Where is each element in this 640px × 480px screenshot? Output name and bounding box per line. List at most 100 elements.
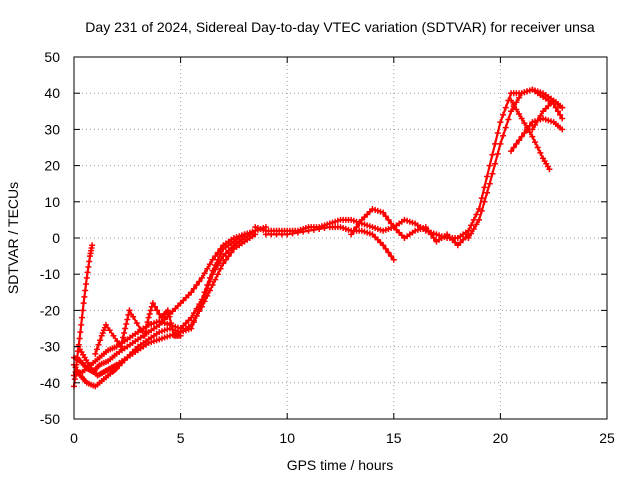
data-point-marker — [300, 228, 307, 235]
data-point-marker — [470, 216, 477, 223]
data-point-marker — [125, 311, 132, 318]
data-point-marker — [284, 231, 291, 238]
data-point-marker — [196, 308, 203, 315]
data-point-marker — [188, 289, 195, 296]
data-point-marker — [476, 216, 483, 223]
data-point-marker — [152, 303, 159, 310]
data-point-marker — [382, 213, 389, 220]
series-group — [92, 300, 184, 357]
data-point-marker — [516, 94, 523, 101]
data-point-marker — [71, 376, 78, 383]
data-point-marker — [117, 343, 124, 350]
data-point-marker — [79, 307, 86, 314]
data-point-marker — [168, 320, 175, 327]
data-point-marker — [552, 104, 559, 111]
data-point-marker — [193, 282, 200, 289]
x-axis-label: GPS time / hours — [287, 457, 394, 473]
data-point-marker — [478, 207, 485, 214]
data-point-marker — [305, 227, 312, 234]
data-point-marker — [510, 101, 517, 108]
data-point-marker — [532, 139, 539, 146]
data-point-marker — [212, 266, 219, 273]
series-group — [71, 231, 248, 379]
data-point-marker — [316, 225, 323, 232]
data-point-marker — [537, 149, 544, 156]
data-point-marker — [76, 335, 83, 342]
y-axis-label: SDTVAR / TECUs — [5, 182, 21, 294]
data-point-marker — [190, 317, 197, 324]
data-point-marker — [102, 321, 109, 328]
data-point-marker — [559, 126, 566, 133]
data-point-marker — [478, 195, 485, 202]
data-point-marker — [209, 256, 216, 263]
y-tick-label: 20 — [44, 158, 60, 174]
data-point-marker — [494, 150, 501, 157]
data-point-marker — [500, 111, 507, 118]
y-tick-label: -10 — [40, 266, 60, 282]
y-tick-label: -50 — [40, 411, 60, 427]
data-point-marker — [559, 115, 566, 122]
data-point-marker — [190, 285, 197, 292]
data-point-marker — [534, 144, 541, 151]
data-point-marker — [106, 327, 113, 334]
data-point-marker — [201, 298, 208, 305]
data-point-marker — [557, 111, 564, 118]
data-point-marker — [114, 338, 121, 345]
data-point-marker — [120, 334, 127, 341]
data-series — [71, 86, 566, 390]
data-point-marker — [310, 226, 317, 233]
data-point-marker — [164, 307, 171, 314]
data-point-marker — [97, 337, 104, 344]
y-tick-label: -20 — [40, 302, 60, 318]
data-point-marker — [156, 311, 163, 318]
data-point-marker — [130, 313, 137, 320]
data-point-marker — [529, 126, 536, 133]
data-point-marker — [502, 104, 509, 111]
data-point-marker — [425, 227, 432, 234]
data-point-marker — [110, 332, 117, 339]
data-point-marker — [518, 133, 525, 140]
data-point-marker — [82, 287, 89, 294]
data-point-marker — [166, 313, 173, 320]
data-point-marker — [497, 140, 504, 147]
data-point-marker — [321, 225, 328, 232]
data-point-marker — [212, 253, 219, 260]
data-point-marker — [122, 325, 129, 332]
data-point-marker — [524, 124, 531, 131]
data-point-marker — [390, 256, 397, 263]
data-point-marker — [201, 270, 208, 277]
data-point-marker — [124, 316, 131, 323]
data-point-marker — [198, 303, 205, 310]
data-point-marker — [206, 287, 213, 294]
data-point-marker — [112, 366, 119, 373]
data-point-marker — [144, 319, 151, 326]
series-line — [72, 233, 246, 377]
data-point-marker — [473, 221, 480, 228]
data-point-marker — [385, 249, 392, 256]
data-point-marker — [204, 292, 211, 299]
data-point-marker — [502, 124, 509, 131]
data-point-marker — [273, 231, 280, 238]
data-point-marker — [428, 231, 435, 238]
data-point-marker — [146, 311, 153, 318]
chart-title: Day 231 of 2024, Sidereal Day-to-day VTE… — [85, 19, 595, 35]
data-point-marker — [268, 231, 275, 238]
data-point-marker — [492, 160, 499, 167]
data-point-marker — [529, 133, 536, 140]
data-point-marker — [212, 276, 219, 283]
data-point-marker — [169, 326, 176, 333]
data-point-marker — [196, 278, 203, 285]
data-point-marker — [123, 320, 130, 327]
data-point-marker — [133, 320, 140, 327]
data-point-marker — [209, 271, 216, 278]
data-point-marker — [508, 97, 515, 104]
plot-frame — [73, 56, 608, 420]
data-point-marker — [209, 282, 216, 289]
data-point-marker — [83, 274, 90, 281]
data-point-marker — [430, 235, 437, 241]
data-point-marker — [492, 140, 499, 147]
data-point-marker — [382, 245, 389, 252]
data-point-marker — [294, 229, 301, 236]
y-tick-label: 40 — [44, 85, 60, 101]
